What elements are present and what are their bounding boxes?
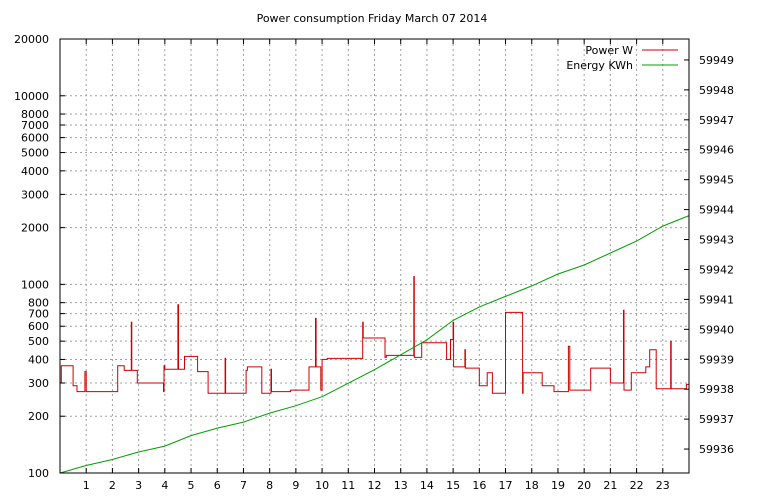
y2-tick-label: 59949 xyxy=(699,54,734,67)
x-tick-label: 20 xyxy=(577,479,591,492)
x-tick-label: 22 xyxy=(630,479,644,492)
y2-tick-label: 59943 xyxy=(699,234,734,247)
y-tick-label: 20000 xyxy=(14,33,49,46)
chart-title: Power consumption Friday March 07 2014 xyxy=(257,12,488,25)
x-tick-label: 23 xyxy=(656,479,670,492)
y-tick-label: 6000 xyxy=(21,132,49,145)
y2-tick-label: 59945 xyxy=(699,174,734,187)
y2-tick-label: 59948 xyxy=(699,84,734,97)
y-tick-label: 10000 xyxy=(14,90,49,103)
y2-tick-label: 59938 xyxy=(699,383,734,396)
y-tick-label: 7000 xyxy=(21,119,49,132)
x-tick-label: 5 xyxy=(188,479,195,492)
legend: Power W Energy KWh xyxy=(566,44,678,72)
y-tick-label: 800 xyxy=(28,297,49,310)
y2-tick-label: 59936 xyxy=(699,443,734,456)
y-tick-label: 500 xyxy=(28,335,49,348)
y2-tick-label: 59937 xyxy=(699,413,734,426)
y2-tick-label: 59939 xyxy=(699,353,734,366)
x-tick-label: 17 xyxy=(499,479,513,492)
x-tick-label: 18 xyxy=(525,479,539,492)
x-tick-label: 6 xyxy=(214,479,221,492)
grid xyxy=(60,38,689,474)
y-tick-label: 700 xyxy=(28,308,49,321)
y-tick-label: 3000 xyxy=(21,188,49,201)
x-tick-label: 8 xyxy=(266,479,273,492)
y-tick-label: 100 xyxy=(28,467,49,480)
y-tick-label: 300 xyxy=(28,377,49,390)
y-tick-label: 8000 xyxy=(21,108,49,121)
y2-tick-label: 59941 xyxy=(699,293,734,306)
x-tick-label: 14 xyxy=(420,479,434,492)
y-tick-label: 1000 xyxy=(21,278,49,291)
x-tick-label: 2 xyxy=(109,479,116,492)
series-line-power-w xyxy=(60,276,689,394)
y-tick-label: 4000 xyxy=(21,165,49,178)
ticks: 1 2 3 4 5 6 7 8 9 10 11 12 13 14 15 16 17 18 19 20 21 22 23100… xyxy=(14,33,734,492)
y2-tick-label: 59947 xyxy=(699,114,734,127)
x-tick-label: 1 xyxy=(83,479,90,492)
x-tick-label: 9 xyxy=(292,479,299,492)
legend-label-power-w: Power W xyxy=(585,44,633,57)
x-tick-label: 10 xyxy=(315,479,329,492)
x-tick-label: 3 xyxy=(135,479,142,492)
x-tick-label: 12 xyxy=(368,479,382,492)
x-tick-label: 19 xyxy=(551,479,565,492)
x-tick-label: 21 xyxy=(603,479,617,492)
x-tick-label: 13 xyxy=(394,479,408,492)
y-tick-label: 2000 xyxy=(21,222,49,235)
series-line-energy-kwh xyxy=(59,215,690,474)
x-tick-label: 16 xyxy=(472,479,486,492)
y2-tick-label: 59942 xyxy=(699,263,734,276)
y-tick-label: 5000 xyxy=(21,147,49,160)
legend-label-energy-kwh: Energy KWh xyxy=(566,59,633,72)
y-tick-label: 400 xyxy=(28,353,49,366)
y2-tick-label: 59940 xyxy=(699,323,734,336)
x-tick-label: 11 xyxy=(341,479,355,492)
series xyxy=(59,215,690,474)
y-tick-label: 200 xyxy=(28,410,49,423)
x-tick-label: 7 xyxy=(240,479,247,492)
y-tick-label: 600 xyxy=(28,320,49,333)
y2-tick-label: 59946 xyxy=(699,144,734,157)
y2-tick-label: 59944 xyxy=(699,204,734,217)
x-tick-label: 15 xyxy=(446,479,460,492)
x-tick-label: 4 xyxy=(161,479,168,492)
